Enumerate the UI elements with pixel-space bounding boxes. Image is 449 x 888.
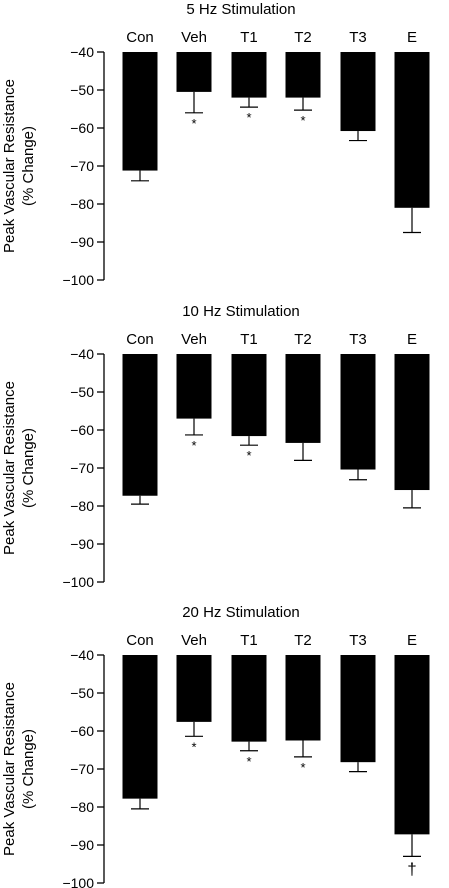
y-tick-label: −80 — [70, 498, 94, 514]
y-tick-label: −90 — [70, 234, 94, 250]
category-label: Veh — [181, 331, 207, 348]
category-label: T2 — [294, 331, 312, 348]
category-label: T1 — [240, 331, 258, 348]
bar-t2 — [285, 354, 321, 443]
bar-con — [122, 52, 158, 171]
bar-veh — [176, 354, 212, 419]
category-label: T3 — [349, 331, 367, 348]
chart-panel-2: 10 Hz Stimulation Peak Vascular Resistanc… — [1, 303, 430, 590]
y-tick-label: −100 — [62, 574, 94, 590]
y-tick-label: −40 — [70, 647, 94, 663]
y-tick-label: −80 — [70, 196, 94, 212]
y-tick-label: −70 — [70, 460, 94, 476]
bar-veh — [176, 52, 212, 92]
bar-e — [394, 354, 430, 491]
y-axis-label: Peak Vascular Resistance — [1, 381, 18, 555]
y-tick-label: −70 — [70, 158, 94, 174]
significance-marker: * — [300, 760, 305, 775]
y-tick-label: −60 — [70, 422, 94, 438]
bar-veh — [176, 655, 212, 722]
category-label: T2 — [294, 632, 312, 649]
category-label: E — [407, 331, 417, 348]
bar-con — [122, 655, 158, 799]
significance-marker: * — [191, 438, 196, 453]
category-label: T1 — [240, 29, 258, 46]
category-label: Con — [126, 632, 154, 649]
y-tick-label: −80 — [70, 799, 94, 815]
bar-t1 — [231, 354, 267, 437]
significance-marker: * — [191, 116, 196, 131]
category-label: T1 — [240, 632, 258, 649]
significance-marker: † — [407, 859, 416, 878]
y-tick-label: −40 — [70, 44, 94, 60]
chart-panel-3: 20 Hz Stimulation Peak Vascular Resistanc… — [1, 604, 430, 888]
significance-marker: * — [300, 113, 305, 128]
category-label: E — [407, 632, 417, 649]
bar-t1 — [231, 655, 267, 742]
y-axis-label: (% Change) — [20, 126, 37, 206]
y-tick-label: −50 — [70, 384, 94, 400]
y-axis-label: Peak Vascular Resistance — [1, 79, 18, 253]
y-tick-label: −90 — [70, 536, 94, 552]
y-tick-label: −60 — [70, 723, 94, 739]
bar-t3 — [340, 52, 376, 132]
y-axis-label: (% Change) — [20, 428, 37, 508]
bar-t1 — [231, 52, 267, 98]
y-tick-label: −50 — [70, 82, 94, 98]
y-tick-label: −100 — [62, 875, 94, 888]
bar-t2 — [285, 52, 321, 98]
chart-title: 5 Hz Stimulation — [186, 1, 295, 18]
chart-title: 10 Hz Stimulation — [182, 303, 300, 320]
y-tick-label: −70 — [70, 761, 94, 777]
y-axis-label: Peak Vascular Resistance — [1, 682, 18, 856]
y-tick-label: −50 — [70, 685, 94, 701]
chart-title: 20 Hz Stimulation — [182, 604, 300, 621]
y-tick-label: −40 — [70, 346, 94, 362]
category-label: T2 — [294, 29, 312, 46]
category-label: T3 — [349, 29, 367, 46]
category-label: T3 — [349, 632, 367, 649]
bar-e — [394, 655, 430, 835]
bar-con — [122, 354, 158, 496]
category-label: E — [407, 29, 417, 46]
chart-panel-1: 5 Hz Stimulation Peak Vascular Resistance… — [1, 1, 430, 288]
category-label: Con — [126, 29, 154, 46]
significance-marker: * — [246, 448, 251, 463]
y-axis-label: (% Change) — [20, 729, 37, 809]
category-label: Veh — [181, 29, 207, 46]
significance-marker: * — [246, 754, 251, 769]
significance-marker: * — [246, 110, 251, 125]
bar-t2 — [285, 655, 321, 741]
significance-marker: * — [191, 739, 196, 754]
bar-t3 — [340, 354, 376, 470]
bar-t3 — [340, 655, 376, 763]
category-label: Con — [126, 331, 154, 348]
category-label: Veh — [181, 632, 207, 649]
y-tick-label: −60 — [70, 120, 94, 136]
y-tick-label: −90 — [70, 837, 94, 853]
y-tick-label: −100 — [62, 272, 94, 288]
bar-e — [394, 52, 430, 208]
